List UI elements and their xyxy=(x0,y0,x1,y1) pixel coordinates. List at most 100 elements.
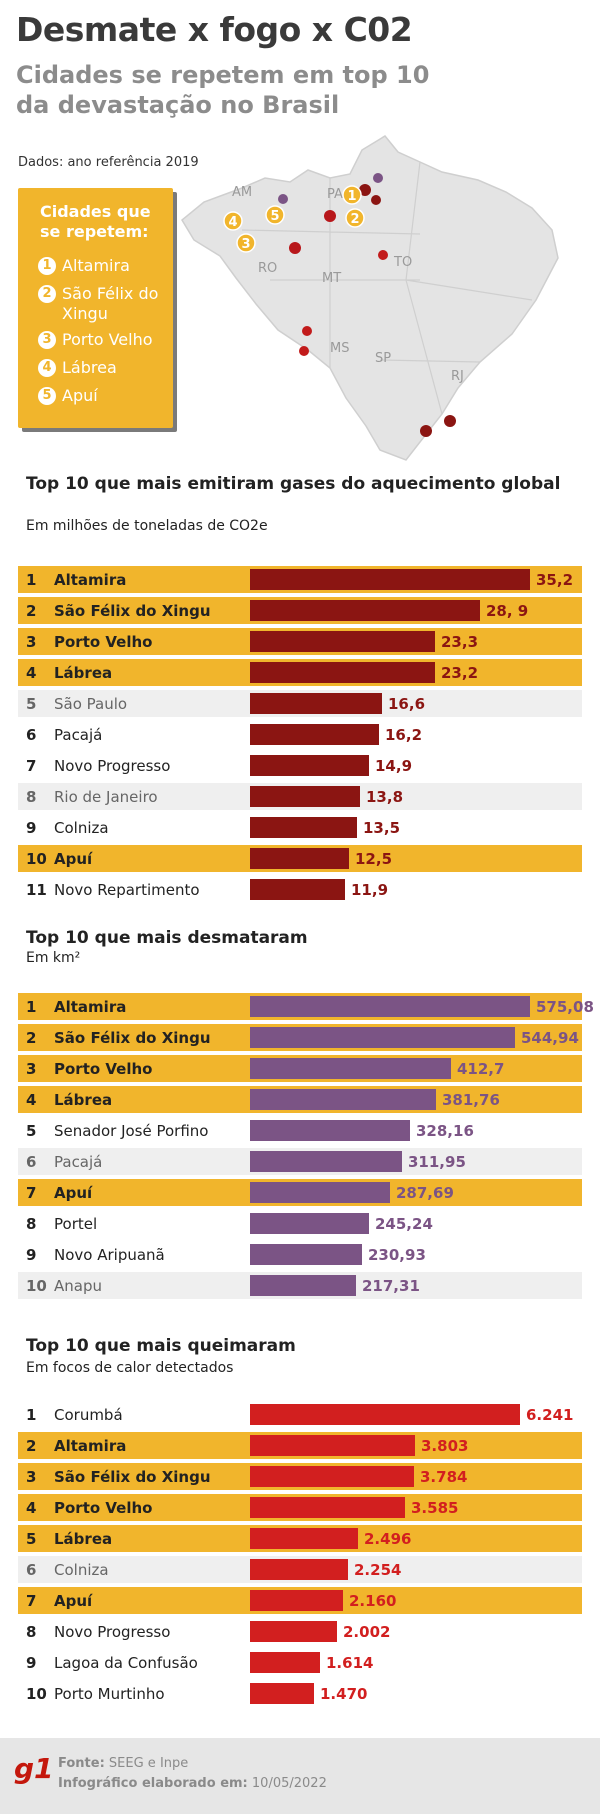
city-name: São Paulo xyxy=(54,695,128,713)
city-name: Lábrea xyxy=(54,664,113,682)
legend-number: 3 xyxy=(38,331,56,349)
legend-item: 2 São Félix do Xingu xyxy=(38,284,167,324)
bar-value-label: 16,6 xyxy=(388,695,426,713)
footer: g1 Fonte: SEEG e Inpe Infográfico elabor… xyxy=(0,1738,600,1814)
bar-value-label: 311,95 xyxy=(408,1153,466,1171)
fire-row: 1 Corumbá 6.241 xyxy=(18,1401,582,1428)
emissions-row: 8 Rio de Janeiro 13,8 xyxy=(18,783,582,810)
rank-number: 5 xyxy=(26,695,37,713)
rank-number: 8 xyxy=(26,1623,37,1641)
rank-number: 9 xyxy=(26,1246,37,1264)
map-marker-badge xyxy=(236,233,256,253)
legend-item: 1 Altamira xyxy=(38,256,167,276)
bar-value-label: 14,9 xyxy=(375,757,413,775)
map-dot xyxy=(324,210,336,222)
fire-bar xyxy=(250,1435,415,1456)
city-name: Porto Velho xyxy=(54,1060,153,1078)
emissions-bar xyxy=(250,817,357,838)
rank-number: 6 xyxy=(26,1153,37,1171)
city-name: Apuí xyxy=(54,850,93,868)
rank-number: 7 xyxy=(26,757,37,775)
g1-logo: g1 xyxy=(14,1752,54,1785)
bar-value-label: 23,3 xyxy=(441,633,479,651)
emissions-chart-subtitle: Em milhões de toneladas de CO2e xyxy=(26,518,268,534)
map-dot xyxy=(420,425,432,437)
deforestation-row: 9 Novo Aripuanã 230,93 xyxy=(18,1241,582,1268)
map-dot xyxy=(373,173,383,183)
footer-date: Infográfico elaborado em: 10/05/2022 xyxy=(58,1776,327,1791)
map-dot xyxy=(278,194,288,204)
legend-number: 2 xyxy=(38,285,56,303)
map-dot xyxy=(371,195,381,205)
rank-number: 5 xyxy=(26,1530,37,1548)
data-reference: Dados: ano referência 2019 xyxy=(18,155,199,170)
city-name: Porto Murtinho xyxy=(54,1685,165,1703)
city-name: Altamira xyxy=(54,571,127,589)
bar-value-label: 381,76 xyxy=(442,1091,500,1109)
rank-number: 2 xyxy=(26,1437,37,1455)
rank-number: 1 xyxy=(26,571,37,589)
emissions-row: 3 Porto Velho 23,3 xyxy=(18,628,582,655)
deforestation-bar xyxy=(250,1089,436,1110)
city-name: Altamira xyxy=(54,1437,127,1455)
bar-value-label: 3.784 xyxy=(420,1468,468,1486)
emissions-bar xyxy=(250,755,369,776)
legend-city: São Félix do Xingu xyxy=(62,284,159,323)
map-marker-number: 1 xyxy=(347,189,356,204)
footer-source: Fonte: SEEG e Inpe xyxy=(58,1756,188,1771)
map-marker-number: 5 xyxy=(270,209,279,224)
map-marker-number: 3 xyxy=(241,237,250,252)
fire-row: 9 Lagoa da Confusão 1.614 xyxy=(18,1649,582,1676)
city-name: Colniza xyxy=(54,1561,109,1579)
rank-number: 1 xyxy=(26,1406,37,1424)
city-name: Portel xyxy=(54,1215,98,1233)
bar-value-label: 217,31 xyxy=(362,1277,420,1295)
bar-value-label: 2.002 xyxy=(343,1623,391,1641)
rank-number: 10 xyxy=(26,1685,47,1703)
deforestation-row: 6 Pacajá 311,95 xyxy=(18,1148,582,1175)
rank-number: 4 xyxy=(26,1091,37,1109)
deforestation-row: 10 Anapu 217,31 xyxy=(18,1272,582,1299)
bar-value-label: 412,7 xyxy=(457,1060,505,1078)
map-marker-badge xyxy=(342,185,362,205)
rank-number: 7 xyxy=(26,1592,37,1610)
legend-city: Porto Velho xyxy=(62,330,153,349)
city-name: Pacajá xyxy=(54,726,103,744)
city-name: Senador José Porfino xyxy=(54,1122,209,1140)
city-name: Novo Progresso xyxy=(54,757,171,775)
city-name: Lábrea xyxy=(54,1530,113,1548)
rank-number: 10 xyxy=(26,1277,47,1295)
bar-value-label: 28, 9 xyxy=(486,602,529,620)
rank-number: 2 xyxy=(26,1029,37,1047)
city-name: São Félix do Xingu xyxy=(54,1029,211,1047)
emissions-row: 2 São Félix do Xingu 28, 9 xyxy=(18,597,582,624)
bar-value-label: 287,69 xyxy=(396,1184,454,1202)
state-borders xyxy=(241,161,533,415)
map-state-label: SP xyxy=(375,351,391,366)
fire-bar xyxy=(250,1652,320,1673)
deforestation-bar xyxy=(250,1151,402,1172)
emissions-bar xyxy=(250,693,382,714)
legend-number: 5 xyxy=(38,387,56,405)
city-name: Colniza xyxy=(54,819,109,837)
bar-value-label: 1.614 xyxy=(326,1654,374,1672)
legend-number: 1 xyxy=(38,257,56,275)
map-dot xyxy=(302,326,312,336)
bar-value-label: 2.496 xyxy=(364,1530,412,1548)
bar-value-label: 328,16 xyxy=(416,1122,474,1140)
emissions-row: 7 Novo Progresso 14,9 xyxy=(18,752,582,779)
map-state-label: MS xyxy=(330,341,349,356)
city-name: São Félix do Xingu xyxy=(54,602,211,620)
emissions-bar xyxy=(250,631,435,652)
emissions-row: 5 São Paulo 16,6 xyxy=(18,690,582,717)
bar-value-label: 544,94 xyxy=(521,1029,579,1047)
rank-number: 6 xyxy=(26,726,37,744)
fire-bar xyxy=(250,1528,358,1549)
deforestation-row: 3 Porto Velho 412,7 xyxy=(18,1055,582,1082)
deforestation-row: 8 Portel 245,24 xyxy=(18,1210,582,1237)
rank-number: 5 xyxy=(26,1122,37,1140)
fire-bar xyxy=(250,1466,414,1487)
map-dot xyxy=(378,250,388,260)
rank-number: 3 xyxy=(26,633,37,651)
deforestation-chart-title: Top 10 que mais desmataram xyxy=(26,928,308,948)
